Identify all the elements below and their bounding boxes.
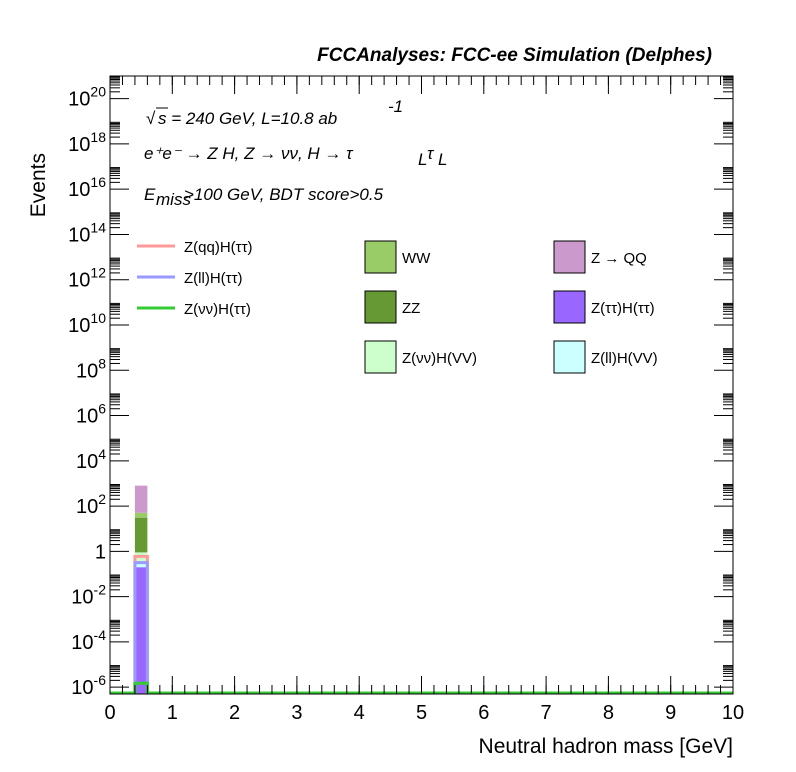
x-tick-label: 8: [603, 702, 614, 724]
legend-label: Z(ll)H(VV): [591, 350, 658, 367]
y-tick-label: 10-4: [71, 627, 106, 654]
cut-annotation-rest: >100 GeV, BDT score>0.5: [184, 185, 384, 204]
y-tick-label: 10-6: [71, 672, 106, 699]
y-tick-label: 1016: [68, 174, 106, 201]
y-axis-label: Events: [27, 153, 50, 217]
signal-line-z-ll-h: [110, 561, 733, 695]
bar-z-h: [134, 567, 148, 694]
bar-zz: [134, 517, 148, 553]
y-tick-label: 106: [76, 401, 106, 428]
x-tick-label: 10: [722, 702, 744, 724]
signal-line-z-h: [110, 681, 733, 695]
y-tick-label: 1: [95, 541, 106, 563]
x-tick-label: 9: [665, 702, 676, 724]
y-tick-label: 1018: [68, 129, 106, 156]
bar-z-qq: [134, 485, 148, 513]
legend: Z(qq)H(ττ) Z(ll)H(ττ) Z(νν)H(ττ) WW Z → QQ ZZ…: [137, 239, 658, 374]
y-tick-label: 104: [76, 446, 106, 473]
x-tick-label: 2: [229, 702, 240, 724]
legend-box-zz: [364, 290, 397, 324]
process-annotation: e⁺e⁻ → Z H, Z → νν, H → τ: [144, 144, 354, 163]
y-tick-label: 1020: [68, 84, 106, 111]
chart-title: FCCAnalyses: FCC-ee Simulation (Delphes): [317, 45, 712, 66]
x-tick-label: 6: [478, 702, 489, 724]
x-tick-label: 3: [291, 702, 302, 724]
legend-label: Z(ll)H(ττ): [184, 270, 243, 287]
x-axis-label: Neutral hadron mass [GeV]: [479, 735, 733, 758]
y-tick-label: 1012: [68, 265, 106, 292]
x-tick-label: 4: [354, 702, 365, 724]
bar-z-ll-h-vv: [134, 563, 148, 568]
y-tick-label: 102: [76, 491, 106, 518]
legend-label: ZZ: [402, 300, 420, 317]
legend-label: Z(qq)H(ττ): [184, 239, 253, 256]
y-tick-label: 10-2: [71, 582, 106, 609]
signal-line-z-qq-h: [110, 554, 733, 695]
x-tick-label: 0: [104, 702, 115, 724]
cut-annotation-e: E: [144, 185, 156, 204]
x-tick-label: 7: [541, 702, 552, 724]
axes: 0 1 2 3 4 5 6 7 8 9 10 10-6 10-4 10-2 1 102 104 106 108 101…: [68, 76, 744, 724]
legend-box-z-ll-h-vv: [553, 340, 586, 374]
signal-lines: [110, 554, 733, 695]
legend-label: Z(νν)H(VV): [402, 350, 477, 367]
legend-label: WW: [402, 250, 431, 267]
legend-label: Z(νν)H(ττ): [184, 301, 251, 318]
tau-subscript-2: L: [438, 150, 447, 169]
y-tick-label: 1014: [68, 219, 106, 246]
x-tick-label: 1: [167, 702, 178, 724]
y-tick-label: 1010: [68, 310, 106, 337]
legend-box-z-h: [553, 290, 586, 324]
legend-box-z-h-vv: [364, 340, 397, 374]
cut-annotation-sub: miss: [156, 190, 191, 209]
legend-box-z-qq: [553, 240, 586, 274]
tau-2: τ: [427, 144, 435, 163]
tau-subscript-1: L: [418, 150, 427, 169]
bar-ww: [134, 512, 148, 518]
legend-label: Z → QQ: [591, 250, 647, 267]
sqrt-symbol: √: [146, 109, 156, 128]
y-tick-label: 108: [76, 355, 106, 382]
legend-box-ww: [364, 240, 397, 274]
legend-label: Z(ττ)H(ττ): [591, 300, 655, 317]
stack-bars: [134, 485, 148, 694]
energy-lumi-annotation: s = 240 GeV, L=10.8 ab: [158, 109, 337, 128]
x-tick-label: 5: [416, 702, 427, 724]
lumi-exponent: -1: [388, 97, 403, 116]
